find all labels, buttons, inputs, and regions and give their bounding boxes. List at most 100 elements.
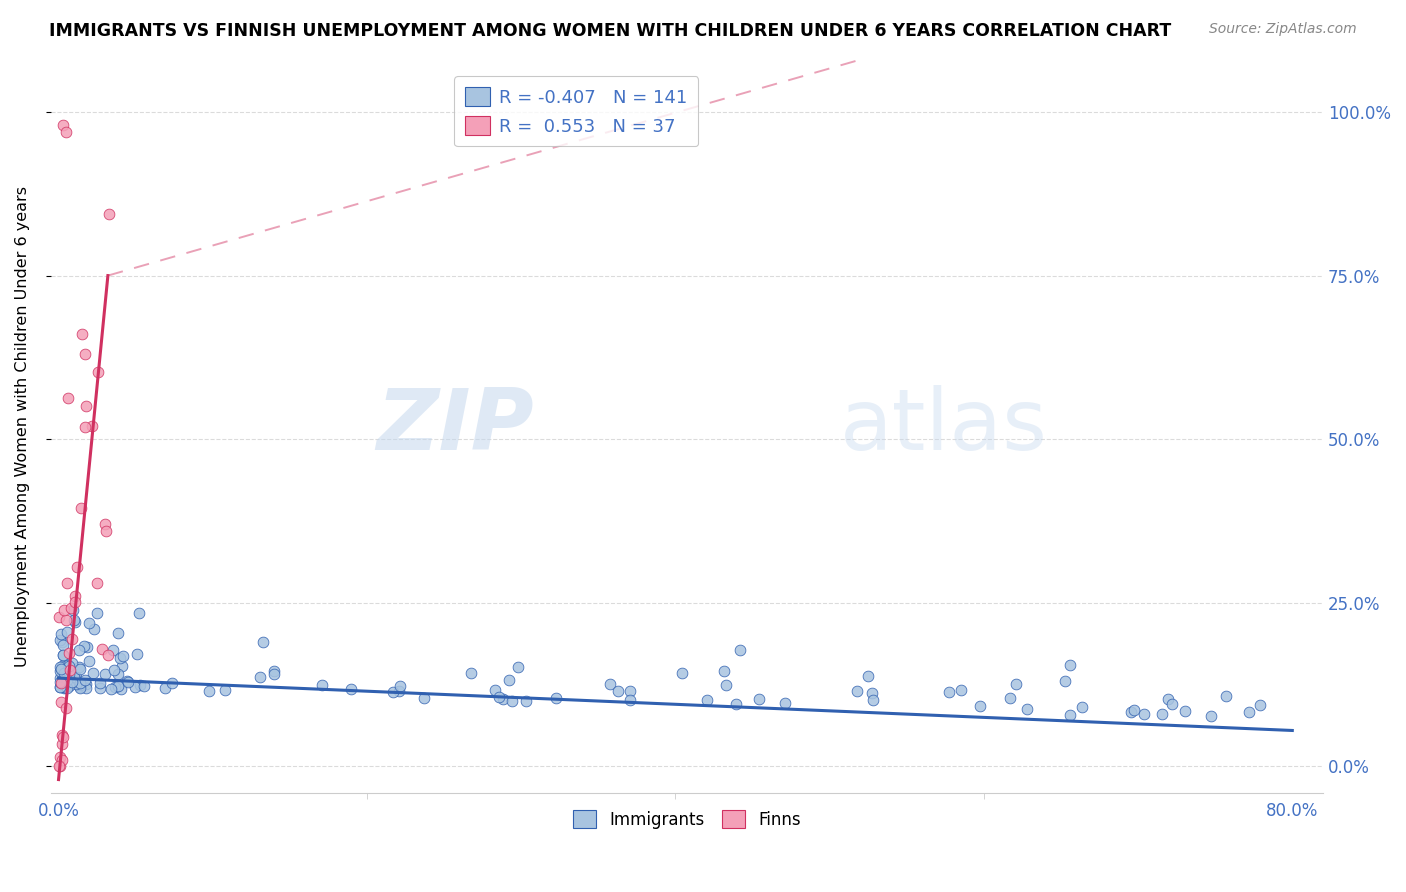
Point bbox=[845, 683, 868, 698]
Point bbox=[716, 677, 738, 691]
Point bbox=[969, 698, 991, 713]
Point bbox=[153, 681, 176, 695]
Point bbox=[1070, 700, 1092, 714]
Point bbox=[55, 576, 77, 591]
Legend: Immigrants, Finns: Immigrants, Finns bbox=[567, 804, 807, 836]
Point bbox=[53, 665, 76, 680]
Point bbox=[65, 677, 87, 691]
Point bbox=[160, 676, 183, 690]
Point bbox=[501, 694, 523, 708]
Point bbox=[110, 651, 132, 665]
Point bbox=[87, 365, 110, 379]
Point bbox=[1004, 677, 1026, 691]
Point bbox=[1199, 709, 1222, 723]
Point bbox=[107, 626, 129, 640]
Point bbox=[508, 660, 530, 674]
Point bbox=[65, 560, 87, 574]
Point bbox=[49, 675, 72, 690]
Point bbox=[381, 685, 404, 699]
Point bbox=[49, 680, 72, 694]
Point bbox=[65, 670, 87, 684]
Point bbox=[671, 665, 693, 680]
Point bbox=[938, 685, 960, 699]
Point bbox=[460, 666, 482, 681]
Point bbox=[49, 671, 72, 685]
Point bbox=[949, 683, 972, 698]
Point bbox=[128, 678, 150, 692]
Point bbox=[97, 648, 120, 663]
Point bbox=[1215, 689, 1237, 703]
Point bbox=[51, 672, 73, 686]
Point bbox=[52, 648, 75, 663]
Point bbox=[56, 391, 79, 405]
Point bbox=[724, 697, 747, 711]
Point bbox=[82, 419, 104, 434]
Point bbox=[52, 677, 75, 691]
Point bbox=[110, 682, 132, 697]
Point bbox=[65, 615, 87, 630]
Point bbox=[55, 679, 77, 693]
Point bbox=[492, 692, 515, 706]
Point bbox=[1157, 691, 1180, 706]
Point bbox=[252, 634, 274, 648]
Point bbox=[413, 690, 436, 705]
Point bbox=[75, 681, 97, 695]
Point bbox=[49, 627, 72, 641]
Point bbox=[53, 673, 76, 688]
Point bbox=[51, 659, 73, 673]
Point bbox=[52, 680, 75, 694]
Point bbox=[1249, 698, 1271, 712]
Point bbox=[1150, 707, 1173, 722]
Point bbox=[67, 659, 90, 673]
Point bbox=[69, 678, 91, 692]
Point bbox=[60, 656, 83, 670]
Point bbox=[862, 693, 884, 707]
Point bbox=[94, 517, 117, 532]
Point bbox=[90, 641, 112, 656]
Point bbox=[249, 670, 271, 684]
Point bbox=[1174, 705, 1197, 719]
Point bbox=[498, 673, 520, 688]
Point bbox=[860, 686, 883, 700]
Point bbox=[69, 662, 91, 676]
Point bbox=[77, 654, 100, 668]
Point bbox=[515, 694, 537, 708]
Point bbox=[98, 207, 121, 221]
Point bbox=[58, 658, 80, 673]
Point bbox=[112, 649, 135, 664]
Text: IMMIGRANTS VS FINNISH UNEMPLOYMENT AMONG WOMEN WITH CHILDREN UNDER 6 YEARS CORRE: IMMIGRANTS VS FINNISH UNEMPLOYMENT AMONG… bbox=[49, 22, 1171, 40]
Point bbox=[103, 663, 125, 677]
Point bbox=[55, 613, 77, 627]
Point bbox=[73, 639, 96, 653]
Point bbox=[858, 669, 880, 683]
Point bbox=[76, 640, 98, 654]
Point bbox=[484, 683, 506, 698]
Point bbox=[58, 667, 80, 681]
Point bbox=[52, 731, 75, 745]
Point bbox=[69, 643, 91, 657]
Point bbox=[619, 693, 641, 707]
Point bbox=[111, 658, 134, 673]
Point bbox=[488, 690, 510, 705]
Point bbox=[49, 759, 72, 773]
Point bbox=[89, 676, 111, 690]
Point bbox=[56, 624, 79, 639]
Point bbox=[62, 602, 84, 616]
Text: Source: ZipAtlas.com: Source: ZipAtlas.com bbox=[1209, 22, 1357, 37]
Point bbox=[1161, 698, 1184, 712]
Point bbox=[51, 737, 73, 751]
Point bbox=[55, 701, 77, 715]
Point bbox=[49, 676, 72, 690]
Point bbox=[58, 679, 80, 693]
Point bbox=[214, 683, 236, 698]
Y-axis label: Unemployment Among Women with Children Under 6 years: Unemployment Among Women with Children U… bbox=[15, 186, 30, 666]
Point bbox=[546, 691, 568, 706]
Point bbox=[55, 681, 77, 695]
Point bbox=[49, 680, 72, 694]
Point bbox=[51, 753, 73, 767]
Point bbox=[48, 759, 70, 773]
Point bbox=[94, 667, 117, 681]
Point bbox=[53, 681, 76, 695]
Point bbox=[1121, 706, 1143, 720]
Point bbox=[86, 576, 108, 591]
